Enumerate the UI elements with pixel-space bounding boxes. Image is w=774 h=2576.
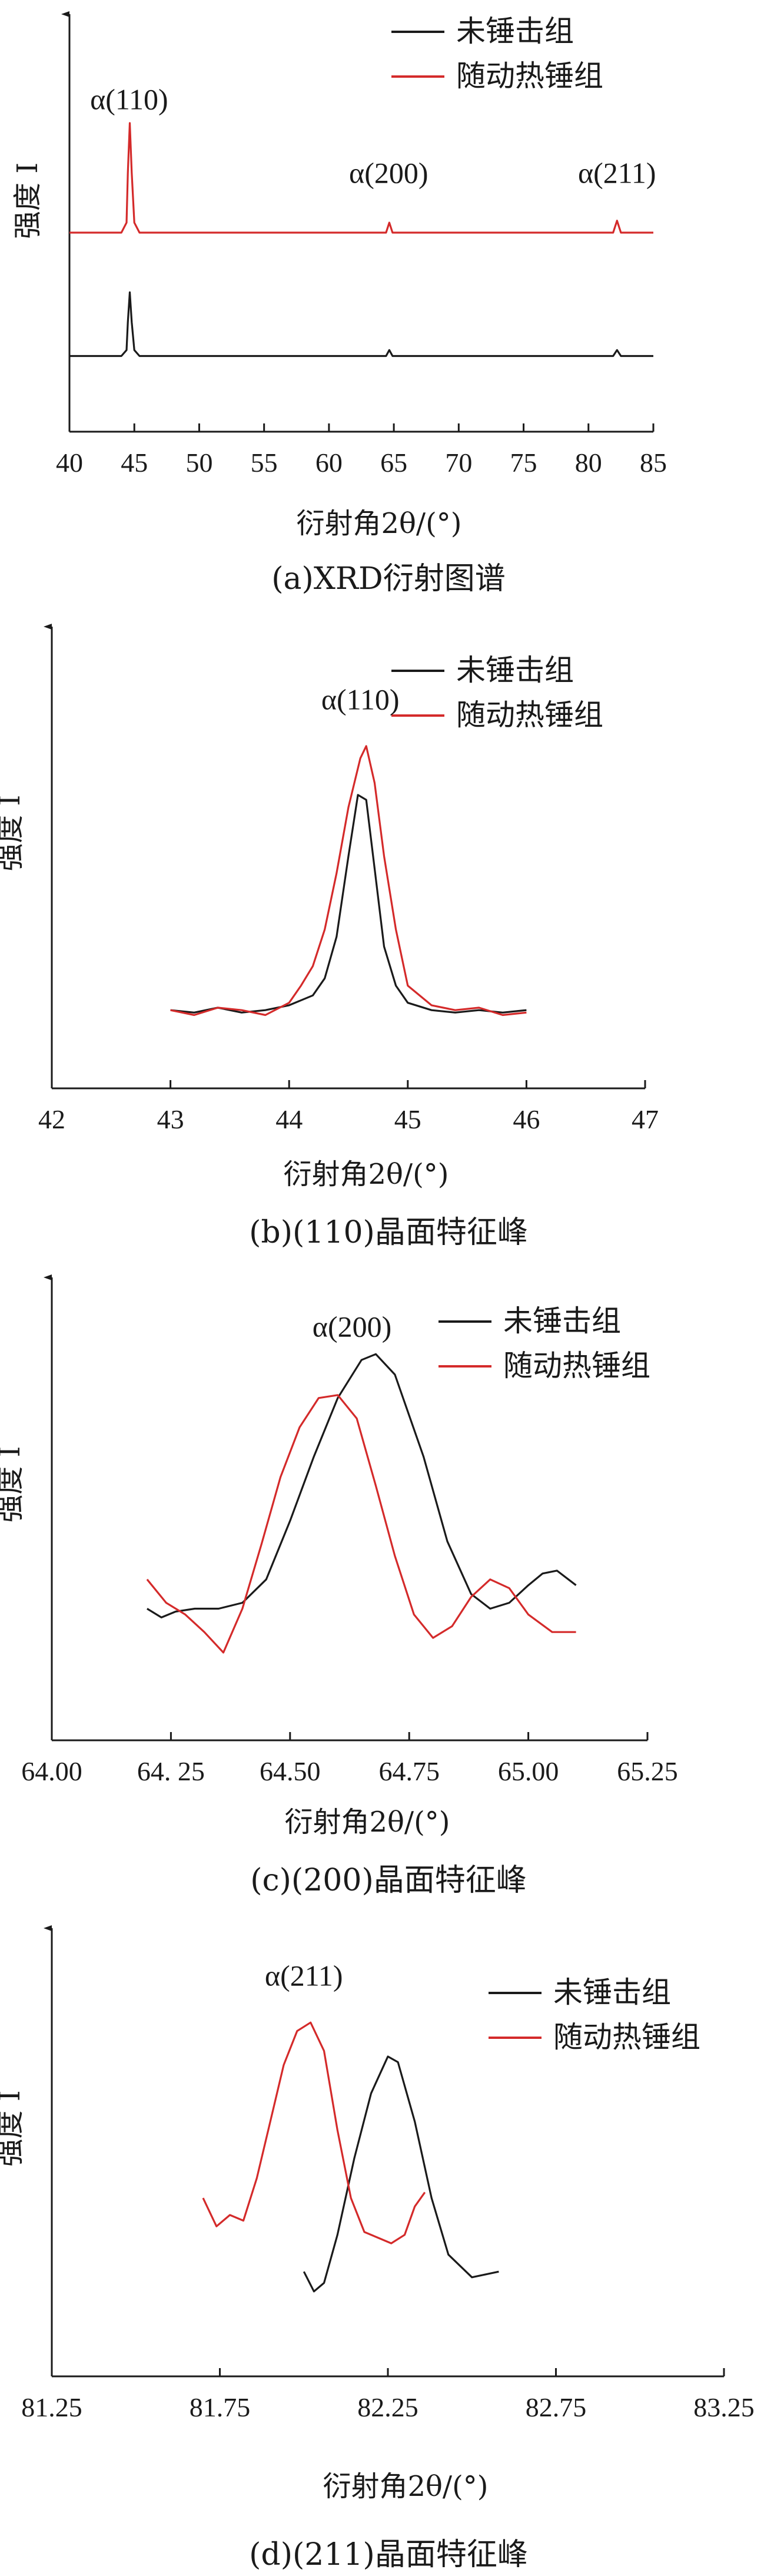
x-axis-label: 衍射角2θ/(°) xyxy=(296,507,461,540)
x-axis-label: 衍射角2θ/(°) xyxy=(284,1806,450,1839)
chart-panel-1: 40 45 50 55 60 65 70 75 80 85 衍射角2θ/(°) 强度 I 未锤击组随动热… xyxy=(11,11,667,597)
x-tick-label: 64.50 xyxy=(260,1756,321,1786)
panel-caption: (d)(211)晶面特征峰 xyxy=(249,2537,528,2572)
panel-caption: (c)(200)晶面特征峰 xyxy=(250,1863,527,1898)
legend-label-2: 随动热锤组 xyxy=(456,59,603,93)
x-tick-label: 50 xyxy=(185,448,212,478)
x-tick-label: 64.00 xyxy=(21,1756,82,1786)
chart-panel-3: 64.00 64. 25 64.50 64.75 65.00 65.25 衍射角2θ/(°)… xyxy=(0,1274,678,1898)
x-tick-label: 70 xyxy=(445,448,472,478)
x-tick-label: 45 xyxy=(121,448,148,478)
x-tick-label: 40 xyxy=(56,448,83,478)
peak-annotation: α(110) xyxy=(321,683,400,716)
series-line-untreated xyxy=(69,291,653,357)
x-tick-label: 45 xyxy=(394,1104,421,1134)
x-tick-label: 43 xyxy=(157,1104,184,1134)
legend-label-1: 未锤击组 xyxy=(456,653,574,687)
legend-label-1: 未锤击组 xyxy=(503,1304,621,1338)
series-line-untreated xyxy=(303,2055,499,2293)
x-tick-label: 85 xyxy=(640,448,667,478)
y-axis-label: 强度 I xyxy=(0,1446,26,1522)
x-axis-label: 衍射角2θ/(°) xyxy=(323,2470,488,2503)
series-line-untreated xyxy=(147,1353,577,1618)
x-tick-label: 82.75 xyxy=(526,2392,587,2422)
x-tick-label: 47 xyxy=(632,1104,659,1134)
legend-label-2: 随动热锤组 xyxy=(503,1349,650,1383)
y-axis-label: 强度 I xyxy=(0,794,26,871)
legend-label-1: 未锤击组 xyxy=(553,1975,671,2009)
series-line-hammered xyxy=(202,2021,426,2244)
peak-annotation: α(200) xyxy=(349,156,428,189)
x-tick-label: 46 xyxy=(513,1104,540,1134)
panel-caption: (b)(110)晶面特征峰 xyxy=(249,1215,528,1250)
y-axis-label: 强度 I xyxy=(11,163,44,239)
x-tick-label: 42 xyxy=(38,1104,65,1134)
x-tick-label: 64.75 xyxy=(378,1756,440,1786)
x-axis-label: 衍射角2θ/(°) xyxy=(283,1158,449,1191)
series-line-hammered xyxy=(146,1394,576,1654)
peak-annotation: α(200) xyxy=(313,1310,392,1343)
panel-caption: (a)XRD衍射图谱 xyxy=(271,561,505,597)
series-line-hammered xyxy=(170,745,527,1017)
y-axis-label: 强度 I xyxy=(0,2090,26,2167)
x-tick-label: 81.75 xyxy=(190,2392,251,2422)
x-tick-label: 64. 25 xyxy=(137,1756,205,1786)
chart-panel-4: 81.25 81.75 82.25 82.75 83.25 衍射角2θ/(°) 强度 I 未锤… xyxy=(0,1925,755,2572)
peak-annotation: α(211) xyxy=(578,156,656,189)
legend-label-2: 随动热锤组 xyxy=(456,698,603,732)
x-tick-label: 65 xyxy=(380,448,407,478)
x-tick-label: 75 xyxy=(510,448,537,478)
x-tick-label: 55 xyxy=(251,448,278,478)
legend-label-2: 随动热锤组 xyxy=(553,2020,700,2054)
x-tick-label: 83.25 xyxy=(693,2392,755,2422)
x-tick-label: 44 xyxy=(275,1104,303,1134)
x-tick-label: 80 xyxy=(575,448,602,478)
x-tick-label: 65.25 xyxy=(617,1756,678,1786)
peak-annotation: α(211) xyxy=(265,1959,343,1992)
series-line-hammered xyxy=(69,122,653,234)
x-tick-label: 81.25 xyxy=(21,2392,82,2422)
x-tick-label: 60 xyxy=(315,448,343,478)
peak-annotation: α(110) xyxy=(90,82,168,115)
series-line-untreated xyxy=(170,794,527,1014)
x-tick-label: 82.25 xyxy=(357,2392,418,2422)
x-tick-label: 65.00 xyxy=(498,1756,559,1786)
legend-label-1: 未锤击组 xyxy=(456,14,574,48)
